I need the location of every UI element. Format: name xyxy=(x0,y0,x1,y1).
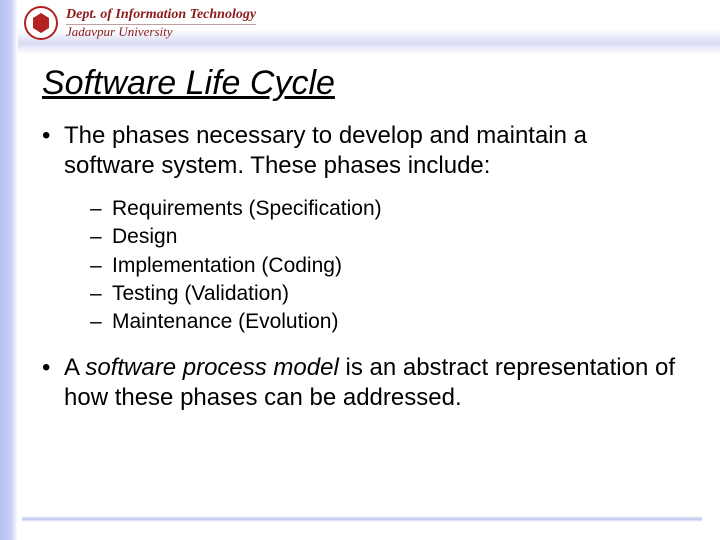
sub-bullet-text: Requirements (Specification) xyxy=(112,195,382,223)
sub-bullet-item: – Maintenance (Evolution) xyxy=(90,308,682,336)
university-seal-icon xyxy=(24,6,58,40)
bullet-dot-icon: • xyxy=(42,353,64,383)
dash-icon: – xyxy=(90,308,112,336)
sub-bullet-item: – Design xyxy=(90,223,682,251)
dash-icon: – xyxy=(90,223,112,251)
dept-text: Dept. of Information Technology Jadavpur… xyxy=(66,7,256,39)
header-logo-block: Dept. of Information Technology Jadavpur… xyxy=(24,6,256,40)
university-name: Jadavpur University xyxy=(66,24,256,39)
left-accent-stripe xyxy=(0,0,18,540)
footer-divider xyxy=(22,516,702,522)
sub-bullet-text: Design xyxy=(112,223,177,251)
sub-bullet-item: – Implementation (Coding) xyxy=(90,252,682,280)
slide-title: Software Life Cycle xyxy=(42,64,682,103)
bullet-text: A software process model is an abstract … xyxy=(64,353,682,413)
dash-icon: – xyxy=(90,252,112,280)
sub-bullet-text: Maintenance (Evolution) xyxy=(112,308,338,336)
sub-bullet-item: – Testing (Validation) xyxy=(90,280,682,308)
bullet-prefix: A xyxy=(64,354,85,381)
sub-bullet-item: – Requirements (Specification) xyxy=(90,195,682,223)
bullet-italic: software process model xyxy=(85,354,338,381)
sub-bullet-list: – Requirements (Specification) – Design … xyxy=(90,195,682,337)
dash-icon: – xyxy=(90,195,112,223)
sub-bullet-text: Testing (Validation) xyxy=(112,280,289,308)
slide-content: Software Life Cycle • The phases necessa… xyxy=(42,64,682,427)
dept-name: Dept. of Information Technology xyxy=(66,7,256,22)
sub-bullet-text: Implementation (Coding) xyxy=(112,252,342,280)
bullet-dot-icon: • xyxy=(42,121,64,151)
bullet-item: • A software process model is an abstrac… xyxy=(42,353,682,413)
dash-icon: – xyxy=(90,280,112,308)
bullet-item: • The phases necessary to develop and ma… xyxy=(42,121,682,181)
bullet-text: The phases necessary to develop and main… xyxy=(64,121,682,181)
